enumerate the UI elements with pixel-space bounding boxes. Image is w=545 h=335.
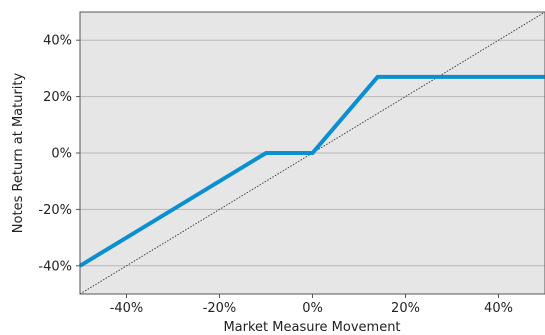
x-tick-label: -20% bbox=[203, 301, 237, 316]
y-tick-label: 0% bbox=[51, 147, 72, 162]
y-tick-label: -20% bbox=[38, 203, 72, 218]
y-tick-label: -40% bbox=[38, 259, 72, 274]
series-line bbox=[78, 74, 545, 268]
y-tick-label: 40% bbox=[43, 34, 72, 49]
x-axis-ticks: -40% -20% 0% 20% 40% bbox=[110, 294, 513, 316]
reference-line bbox=[79, 11, 545, 295]
x-tick-label: -40% bbox=[110, 301, 144, 316]
x-tick-label: 20% bbox=[391, 301, 420, 316]
y-axis-ticks: -40% -20% 0% 20% 40% bbox=[38, 34, 80, 274]
series-layer bbox=[78, 11, 545, 295]
y-axis-title: Notes Return at Maturity bbox=[11, 72, 26, 233]
x-tick-label: 0% bbox=[302, 301, 323, 316]
y-tick-label: 20% bbox=[43, 90, 72, 105]
x-tick-label: 40% bbox=[484, 301, 513, 316]
x-axis-title: Market Measure Movement bbox=[223, 320, 400, 335]
